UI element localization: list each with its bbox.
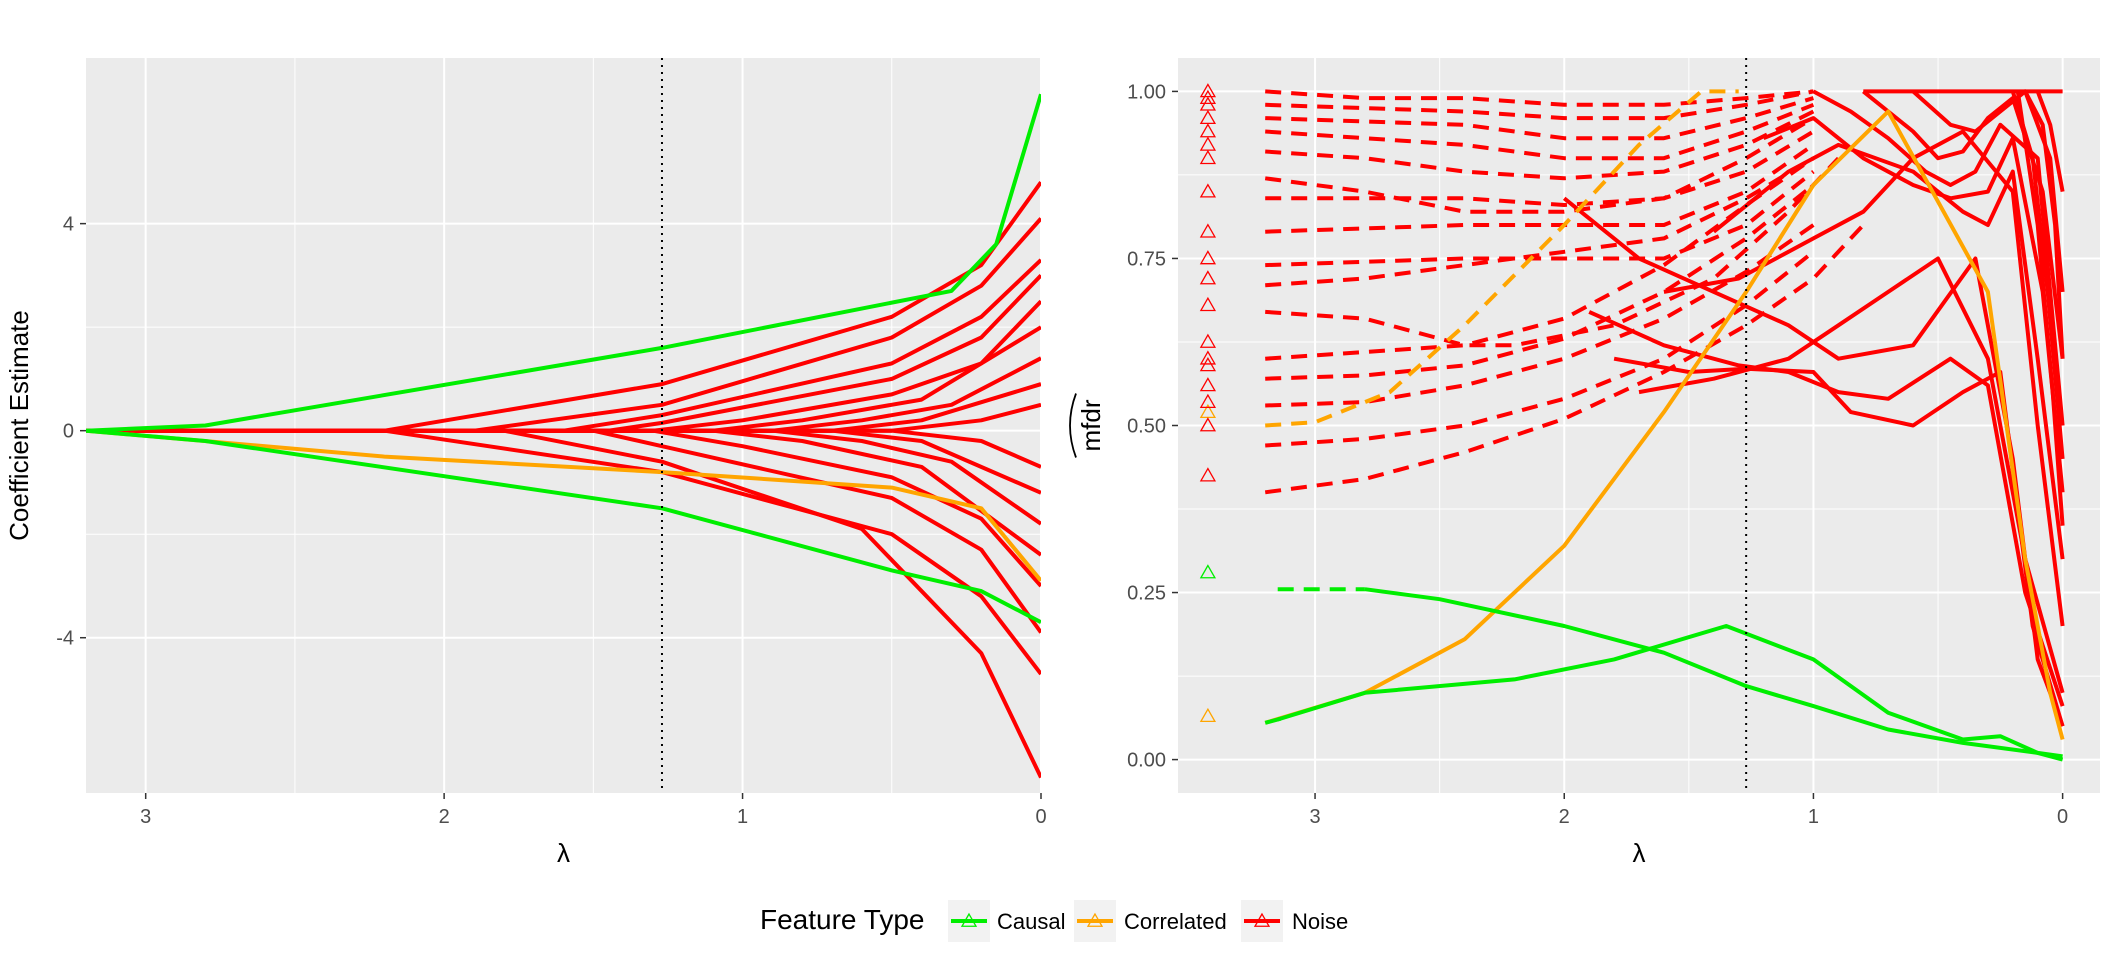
legend: Feature Type Causal Correlated Noise (760, 900, 1348, 942)
coef-series-line-noise (86, 428, 1041, 469)
mfdr-x-tick-label: 3 (1309, 806, 1320, 828)
mfdr-triangle-marker-causal (1199, 564, 1217, 579)
coef-x-tick-label: 2 (439, 806, 450, 828)
legend-title: Feature Type (760, 904, 924, 935)
legend-label: Noise (1292, 909, 1348, 934)
legend-label: Causal (997, 909, 1065, 934)
mfdr-y-tick-label: 0.50 (1127, 416, 1166, 438)
coef-y-axis-title: Coefficient Estimate (4, 310, 34, 541)
mfdr-triangle-marker-noise (1199, 417, 1217, 432)
mfdr-triangle-marker-noise (1199, 377, 1217, 392)
mfdr-triangle-marker-noise (1199, 83, 1217, 98)
coef-x-tick-label: 0 (1035, 806, 1046, 828)
mfdr-series-line-noise (2023, 90, 2065, 359)
mfdr-series-line-noise (1862, 89, 2065, 359)
mfdr-series-line-noise (2035, 90, 2065, 192)
mfdr-series-line-noise (1911, 89, 2065, 293)
legend-keys: Causal Correlated Noise (948, 900, 1348, 942)
mfdr-series-line-noise (1265, 170, 1815, 268)
mfdr-triangle-marker-noise (1199, 223, 1217, 238)
mfdr-series-line-noise (2015, 91, 2065, 526)
mfdr-series-line-noise (1638, 256, 2065, 694)
coef-y-tick-label: -4 (56, 628, 74, 650)
mfdr-series-line-noise (1265, 89, 1814, 121)
mfdr-series-line-noise (1712, 142, 2065, 560)
mfdr-triangle-marker-noise (1199, 270, 1217, 285)
coef-series-line-causal (86, 428, 1041, 624)
mfdr-triangle-marker-noise (1199, 393, 1217, 409)
mfdr-series-line-causal (1364, 587, 2063, 759)
mfdr-series-line-causal (1277, 624, 2064, 762)
mfdr-x-axis-title: λ (1633, 838, 1646, 868)
mfdr-triangle-marker-noise (1199, 467, 1217, 482)
mfdr-series-line-correlated (1264, 109, 2065, 741)
mfdr-y-tick-label: 0.75 (1127, 248, 1166, 270)
coef-series-line-causal (86, 93, 1041, 433)
legend-key-triangle (960, 912, 978, 927)
coef-data-layer (86, 58, 1041, 793)
mfdr-series-line-noise (1265, 89, 1814, 107)
mfdr-y-tick-label: 0.00 (1127, 750, 1166, 772)
coef-x-tick-label: 3 (140, 806, 151, 828)
legend-key-triangle (1086, 912, 1104, 927)
mfdr-series-line-noise (1265, 96, 1814, 141)
mfdr-series-line-noise (1265, 129, 1815, 207)
mfdr-panel: 3 2 1 0 0.00 0.25 0.50 0.75 1.00 λ mfdr (1069, 58, 2100, 868)
mfdr-triangle-marker-noise (1199, 333, 1217, 348)
coefficient-panel: 3 2 1 0 4 0 -4 λ Coefficient Estimate (4, 58, 1047, 868)
mfdr-series-line-noise (1264, 223, 1865, 495)
coef-x-tick-label: 1 (737, 806, 748, 828)
mfdr-series-line-noise (1762, 116, 2065, 493)
mfdr-triangle-marker-noise (1199, 123, 1217, 138)
coef-series-line-correlated (86, 428, 1041, 583)
mfdr-y-tick-label: 0.25 (1127, 583, 1166, 605)
mfdr-y-axis-title-hat (1069, 393, 1077, 458)
mfdr-series-line-noise (1265, 102, 1815, 161)
mfdr-triangle-marker-noise (1199, 296, 1217, 312)
mfdr-series-line-noise (1265, 109, 1815, 181)
mfdr-triangle-marker-noise (1199, 350, 1217, 365)
mfdr-x-tick-label: 1 (1808, 806, 1819, 828)
coef-x-axis-title: λ (557, 838, 570, 868)
mfdr-triangle-marker-noise (1199, 183, 1217, 198)
legend-key-triangle (1253, 912, 1271, 927)
coef-y-tick-label: 0 (63, 421, 74, 443)
mfdr-x-tick-label: 2 (1559, 806, 1570, 828)
mfdr-series-line-correlated (1265, 89, 1739, 428)
mfdr-triangle-marker-noise (1199, 149, 1217, 165)
coef-panel-background (86, 58, 1041, 793)
mfdr-x-tick-label: 0 (2057, 806, 2068, 828)
coef-y-tick-label: 4 (63, 214, 74, 236)
mfdr-triangle-marker-noise (1199, 250, 1217, 265)
legend-label: Correlated (1124, 909, 1227, 934)
mfdr-y-axis-title: mfdr (1076, 399, 1106, 451)
mfdr-series-line-noise (1265, 223, 1815, 408)
mfdr-data-layer (1199, 58, 2065, 793)
mfdr-series-line-causal (1264, 714, 1291, 725)
mfdr-y-tick-label: 1.00 (1127, 81, 1166, 103)
mfdr-triangle-marker-correlated (1199, 707, 1217, 723)
mfdr-series-line-noise (1264, 116, 1815, 214)
mfdr-series-line-noise (1265, 156, 1840, 348)
mfdr-triangle-marker-noise (1199, 136, 1217, 151)
mfdr-series-line-noise (1265, 156, 1815, 288)
mfdr-triangle-marker-noise (1199, 109, 1217, 125)
